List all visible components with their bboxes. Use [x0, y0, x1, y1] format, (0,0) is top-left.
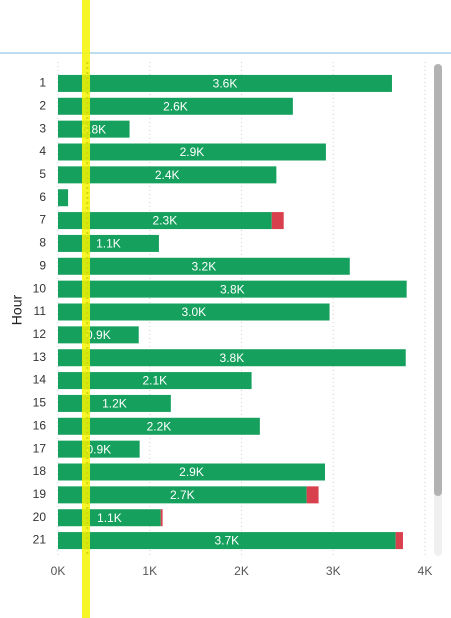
- bar-segment: [58, 440, 140, 458]
- y-tick-label: 17: [33, 441, 47, 455]
- x-tick-label: 0K: [51, 564, 66, 578]
- y-tick-label: 4: [39, 144, 46, 158]
- data-label: 2.6K: [163, 99, 188, 113]
- bar-segment: [306, 486, 319, 504]
- data-label: 3.2K: [192, 259, 217, 273]
- data-label: 2.4K: [155, 168, 180, 182]
- y-tick-label: 18: [33, 464, 47, 478]
- bar-segment: [58, 97, 293, 115]
- bar-segment: [160, 509, 163, 527]
- bar-segment: [58, 280, 407, 298]
- y-tick-label: 6: [39, 190, 46, 204]
- bar-segment: [58, 417, 260, 435]
- y-tick-label: 19: [33, 487, 47, 501]
- data-label: 1.2K: [102, 397, 127, 411]
- bar-segment: [58, 372, 252, 390]
- bar-segment: [58, 166, 277, 184]
- y-tick-label: 16: [33, 418, 47, 432]
- y-tick-label: 9: [39, 258, 46, 272]
- y-tick-label: 10: [33, 281, 47, 295]
- y-tick-label: 14: [33, 373, 47, 387]
- bar-segment: [58, 349, 406, 367]
- data-label: 1.1K: [96, 237, 121, 251]
- bar-segment: [58, 120, 130, 138]
- bar-segment: [58, 143, 326, 161]
- y-tick-label: 21: [33, 533, 47, 547]
- bar-segment: [58, 189, 69, 207]
- data-label: 3.8K: [220, 351, 245, 365]
- data-label: 3.8K: [220, 282, 245, 296]
- bar-segment: [58, 303, 330, 321]
- x-tick-label: 4K: [418, 564, 433, 578]
- data-label: 2.9K: [179, 465, 204, 479]
- x-tick-label: 2K: [234, 564, 249, 578]
- data-label: 2.9K: [180, 145, 205, 159]
- bar-segment: [58, 326, 139, 344]
- data-label: 2.7K: [170, 488, 195, 502]
- bar-segment: [58, 463, 325, 481]
- y-tick-label: 11: [34, 304, 47, 318]
- y-tick-label: 1: [39, 76, 46, 90]
- data-label: 0.9K: [86, 328, 111, 342]
- data-label: 3.0K: [181, 305, 206, 319]
- data-label: 2.3K: [153, 214, 178, 228]
- y-tick-label: 2: [39, 98, 46, 112]
- y-tick-label: 12: [33, 327, 47, 341]
- y-tick-label: 3: [39, 121, 46, 135]
- data-label: 1.1K: [97, 511, 122, 525]
- y-tick-label: 7: [39, 213, 46, 227]
- scrollbar-thumb[interactable]: [434, 64, 442, 496]
- y-tick-label: 13: [33, 350, 47, 364]
- x-tick-label: 1K: [142, 564, 157, 578]
- y-tick-label: 15: [33, 396, 47, 410]
- data-label: 3.7K: [214, 534, 239, 548]
- x-tick-label: 3K: [326, 564, 341, 578]
- y-tick-label: 8: [39, 236, 46, 250]
- bar-segment: [58, 486, 307, 504]
- y-tick-label: 20: [33, 510, 47, 524]
- bar-segment: [58, 74, 392, 92]
- data-label: 3.6K: [213, 77, 238, 91]
- bar-segment: [395, 532, 403, 550]
- data-label: 2.2K: [147, 419, 172, 433]
- bar-segment: [58, 257, 350, 275]
- y-axis-title: Hour: [9, 294, 25, 325]
- data-label: 0.9K: [86, 442, 111, 456]
- bar-segment: [271, 212, 284, 230]
- bar-segment: [58, 532, 396, 550]
- y-tick-label: 5: [39, 167, 46, 181]
- highlight-marker: [82, 0, 90, 618]
- data-label: 2.1K: [142, 374, 167, 388]
- bar-segment: [58, 212, 272, 230]
